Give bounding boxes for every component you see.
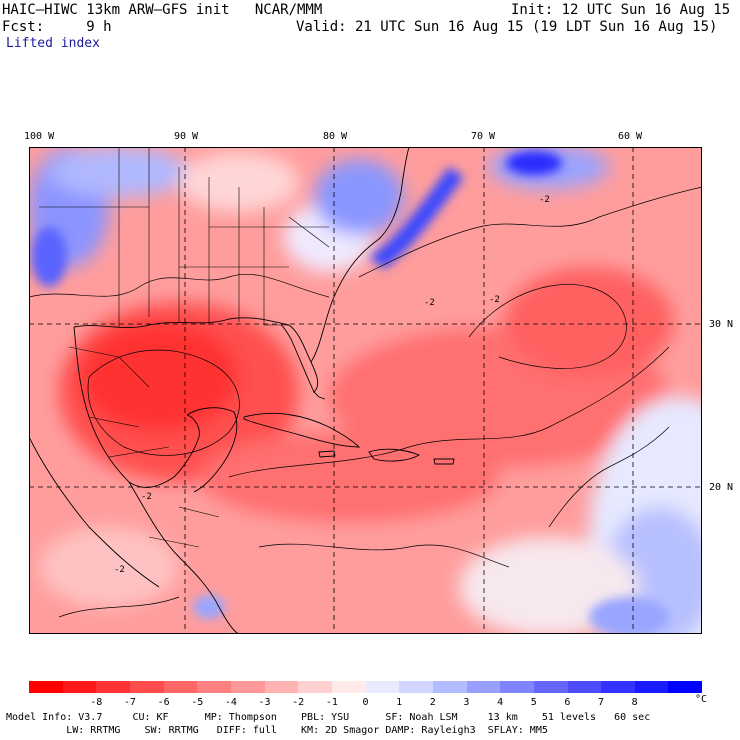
color-swatch	[264, 681, 299, 693]
contour-line-4	[228, 346, 670, 478]
color-swatch	[500, 681, 534, 693]
color-scale-tick-label: -1	[325, 697, 338, 708]
us-gulf-coastline	[73, 317, 319, 393]
cuba-outline	[243, 412, 361, 448]
color-scale-tick-label: -6	[157, 697, 170, 708]
contour-line-8	[58, 596, 180, 618]
color-scale-tick-label: 2	[429, 697, 436, 708]
contour-line-3	[87, 349, 240, 456]
lon-label-80w: 80 W	[323, 131, 348, 142]
contour-line-6	[258, 543, 510, 568]
color-swatch	[601, 681, 635, 693]
map-frame	[29, 147, 702, 634]
model-info-line-1: Model Info: V3.7 CU: KF MP: Thompson PBL…	[0, 712, 651, 723]
contour-line-1	[29, 273, 330, 298]
color-swatch	[129, 681, 164, 693]
color-swatch	[567, 681, 602, 693]
lat-label-20n: 20 N	[709, 482, 734, 493]
color-scale-tick-label: -2	[292, 697, 305, 708]
mexico-pacific-coast	[29, 436, 160, 588]
color-scale-tick-label: 1	[396, 697, 403, 708]
yucatan-coast	[186, 407, 238, 493]
ne-dark-blue-blob	[506, 151, 562, 175]
gulf-red-inner	[79, 322, 239, 432]
color-scale-unit: °C	[695, 694, 708, 705]
color-swatch	[331, 681, 366, 693]
us-atlantic-coastline	[310, 147, 410, 363]
jamaica-outline	[318, 450, 336, 458]
puerto-rico-outline	[433, 458, 455, 465]
init-time: Init: 12 UTC Sun 16 Aug 15	[511, 2, 731, 18]
lon-label-100w: 100 W	[24, 131, 55, 142]
pacific-pale-region	[39, 527, 179, 607]
lon-label-70w: 70 W	[471, 131, 496, 142]
florida-keys	[313, 391, 326, 400]
lifted-index-map: -2 -2 -2 -2 -2	[29, 147, 702, 634]
color-scale-tick-label: 3	[463, 697, 470, 708]
nw-corner-blue	[31, 227, 67, 287]
mexico-gulf-coastline	[73, 326, 200, 488]
contour-label-4: -2	[141, 492, 152, 502]
color-swatch	[365, 681, 400, 693]
color-scale-tick-label: 6	[564, 697, 571, 708]
contour-line-7	[548, 426, 670, 528]
contour-line-2	[358, 186, 702, 278]
pacific-blue-spot	[193, 595, 225, 619]
color-swatch	[533, 681, 568, 693]
color-swatch	[62, 681, 97, 693]
contour-line-5	[468, 284, 627, 369]
color-swatch	[96, 681, 130, 693]
color-swatch	[466, 681, 501, 693]
contour-label-1: -2	[424, 298, 435, 308]
field-name: Lifted index	[6, 36, 100, 51]
valid-time: Valid: 21 UTC Sun 16 Aug 15 (19 LDT Sun …	[296, 19, 718, 35]
color-swatch	[163, 681, 198, 693]
color-scale-tick-label: -5	[191, 697, 204, 708]
central-america-coast	[128, 481, 240, 634]
se-corner-blue	[589, 597, 669, 634]
color-swatch	[432, 681, 467, 693]
color-scale-tick-label: 4	[497, 697, 504, 708]
lat-label-30n: 30 N	[709, 319, 734, 330]
color-scale-tick-label: 8	[631, 697, 638, 708]
color-scale-tick-label: 5	[530, 697, 537, 708]
lon-label-60w: 60 W	[618, 131, 643, 142]
color-scale-bar	[29, 681, 703, 693]
color-swatch	[230, 681, 265, 693]
color-scale-tick-label: 0	[362, 697, 369, 708]
coastal-blue-streak	[369, 167, 464, 269]
model-title: HAIC–HIWC 13km ARW–GFS init NCAR/MMM	[2, 2, 323, 18]
color-swatch	[668, 681, 703, 693]
color-scale-tick-label: -3	[258, 697, 271, 708]
color-scale-tick-label: -8	[90, 697, 103, 708]
color-swatch	[298, 681, 332, 693]
contour-label-3: -2	[114, 565, 125, 575]
lon-label-90w: 90 W	[174, 131, 199, 142]
color-swatch	[29, 681, 63, 693]
contour-label-2: -2	[539, 195, 550, 205]
color-scale-tick-label: 7	[598, 697, 605, 708]
color-swatch	[197, 681, 231, 693]
color-swatch	[399, 681, 433, 693]
color-scale-tick-label: -7	[123, 697, 136, 708]
contour-label-5: -2	[489, 295, 500, 305]
color-scale-tick-label: -4	[224, 697, 237, 708]
us-state-borders	[39, 147, 330, 327]
atlantic-swirl-red	[504, 267, 674, 377]
hispaniola-outline	[368, 448, 421, 462]
model-info-line-2: LW: RRTMG SW: RRTMG DIFF: full KM: 2D Sm…	[0, 725, 548, 736]
midatlantic-blue-region	[314, 159, 404, 235]
color-swatch	[634, 681, 669, 693]
forecast-hour: Fcst: 9 h	[2, 19, 112, 35]
